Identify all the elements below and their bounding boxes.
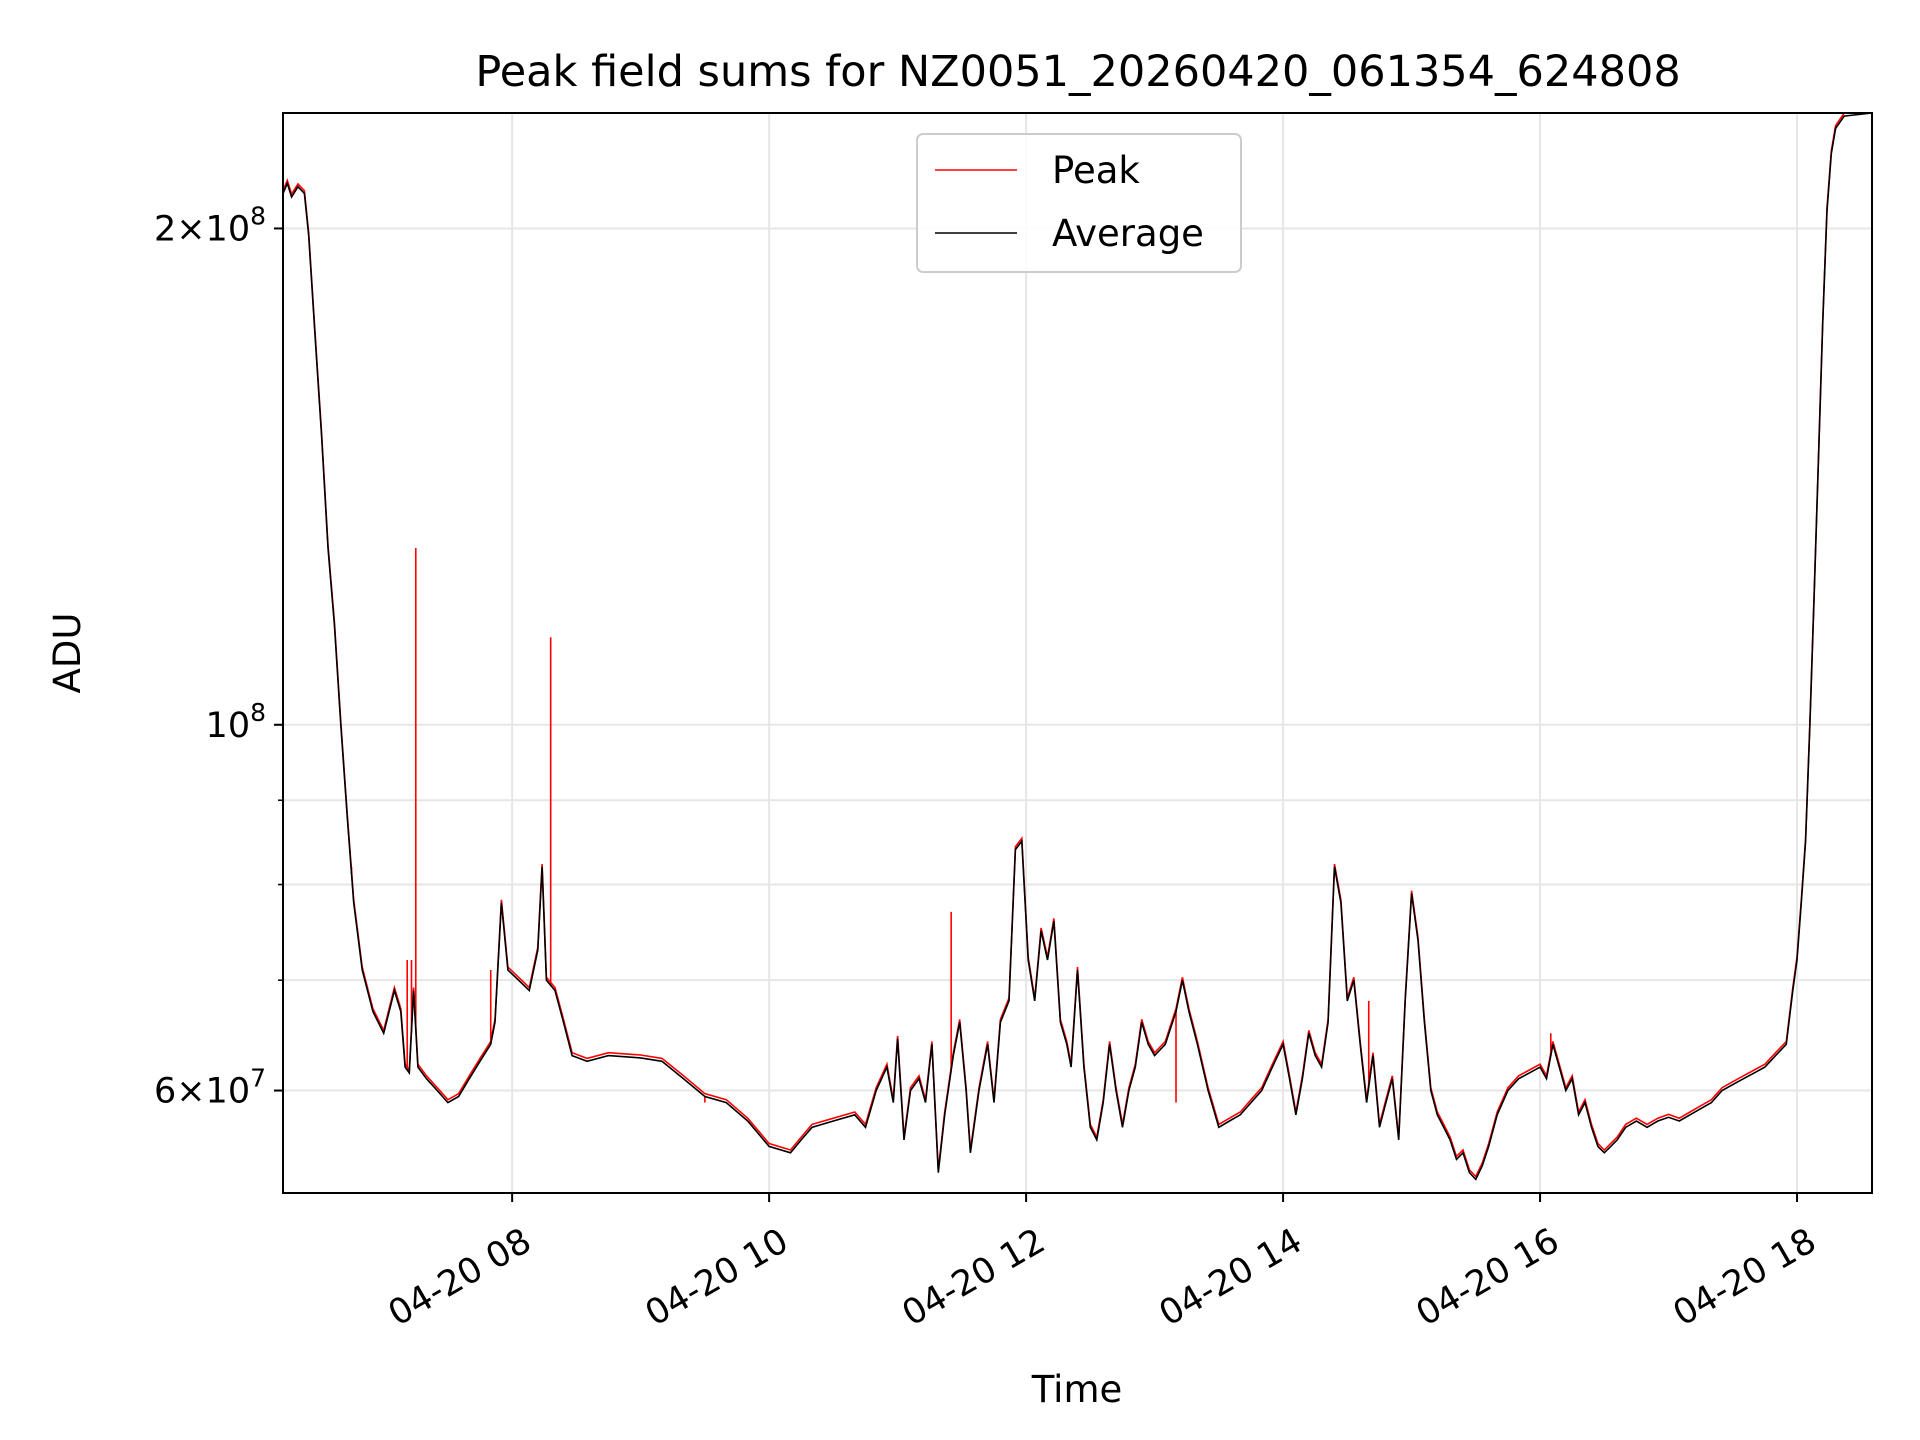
y-axis-label: ADU (46, 613, 89, 694)
legend-average-label: Average (1052, 212, 1204, 255)
y-tick-label: 2×108 (154, 201, 266, 249)
legend-peak-label: Peak (1052, 149, 1140, 192)
series-group (283, 113, 1872, 1181)
legend-box (916, 133, 1242, 273)
y-tick-label: 6×107 (154, 1064, 266, 1112)
chart-title: Peak field sums for NZ0051_20260420_0613… (475, 47, 1680, 97)
axes-frame (282, 112, 1873, 1194)
legend: Peak Average (916, 133, 1242, 273)
x-axis-label: Time (1031, 1368, 1123, 1411)
plot-area (283, 113, 1872, 1181)
y-axis-ticks: 6×107 108 2×108 (154, 201, 283, 1112)
y-tick-label: 108 (206, 698, 266, 746)
series-average-line (283, 113, 1872, 1181)
